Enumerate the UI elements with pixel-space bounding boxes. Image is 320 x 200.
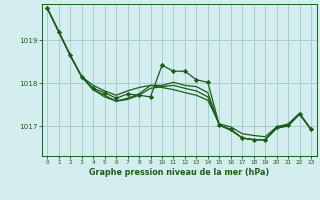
X-axis label: Graphe pression niveau de la mer (hPa): Graphe pression niveau de la mer (hPa) xyxy=(89,168,269,177)
